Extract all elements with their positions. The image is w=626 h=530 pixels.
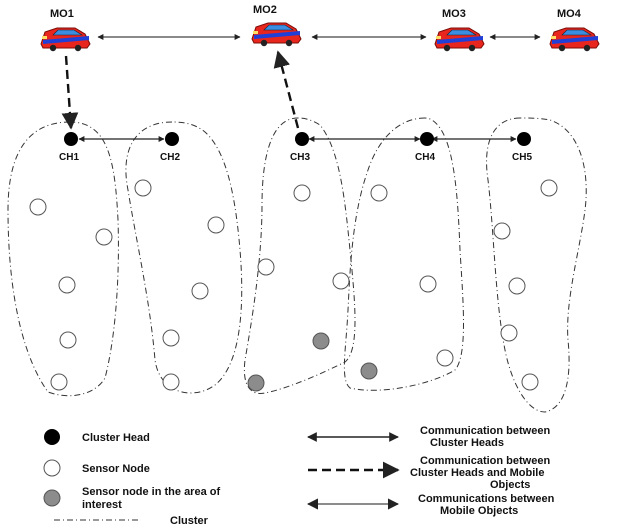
legend-cluster-head-symbol	[44, 429, 60, 445]
mo-label: MO3	[442, 8, 466, 20]
ch-mo-links	[61, 50, 300, 130]
sensor-node	[521, 373, 539, 391]
sensor-node	[493, 222, 511, 240]
sensor-node	[500, 324, 518, 342]
legend-mo-comm-text-2: Mobile Objects	[440, 505, 518, 517]
sensor-node	[257, 258, 275, 276]
ch-label: CH2	[160, 152, 180, 163]
cluster-heads: CH1 CH2 CH3 CH4 CH5	[59, 132, 532, 163]
ch-label: CH1	[59, 152, 79, 163]
legend-mo-comm-text-1: Communications between	[418, 493, 555, 505]
ch-label: CH3	[290, 152, 310, 163]
sensor-node	[191, 282, 209, 300]
legend-sensor-node-text: Sensor Node	[82, 463, 150, 475]
mo1-to-ch1	[61, 55, 79, 130]
sensor-node	[162, 373, 180, 391]
sensor-node	[59, 331, 77, 349]
cluster-head-node	[165, 132, 179, 146]
interest-nodes	[247, 332, 378, 392]
mo-label: MO4	[557, 8, 582, 20]
sensor-node	[50, 373, 68, 391]
legend-ch-comm-text-2: Cluster Heads	[430, 437, 504, 449]
legend-interest-text-2: interest	[82, 499, 122, 511]
ch-label: CH4	[415, 152, 435, 163]
sensor-node	[29, 198, 47, 216]
cluster-1	[7, 121, 119, 397]
interest-sensor-node	[312, 332, 330, 350]
sensor-node	[370, 184, 388, 202]
sensor-node	[419, 275, 437, 293]
vehicle-icon	[549, 27, 600, 52]
legend-interest-text-1: Sensor node in the area of	[82, 486, 220, 498]
legend-ch-mo-text-3: Objects	[490, 479, 530, 491]
mo3	[434, 27, 485, 52]
sensor-node	[293, 184, 311, 202]
vehicle-icon	[434, 27, 485, 52]
sensor-node	[95, 228, 113, 246]
legend-interest-symbol	[43, 489, 61, 507]
mo-label: MO2	[253, 4, 277, 16]
legend-cluster-text: Cluster	[170, 515, 209, 527]
sensor-nodes	[29, 179, 558, 391]
legend-ch-comm-text-1: Communication between	[420, 425, 550, 437]
mo4	[549, 27, 600, 52]
sensor-node	[162, 329, 180, 347]
sensor-node	[207, 216, 225, 234]
interest-sensor-node	[360, 362, 378, 380]
cluster-2	[125, 121, 243, 394]
interest-sensor-node	[247, 374, 265, 392]
sensor-node	[58, 276, 76, 294]
sensor-node	[134, 179, 152, 197]
clusters	[7, 117, 587, 413]
cluster-3	[243, 117, 356, 394]
vehicle-icon	[40, 27, 91, 52]
sensor-node	[540, 179, 558, 197]
cluster-head-node	[295, 132, 309, 146]
sensor-node	[508, 277, 526, 295]
legend-ch-mo-text-1: Communication between	[420, 455, 550, 467]
mo2	[251, 22, 302, 47]
sensor-node	[436, 349, 454, 367]
cluster-5	[486, 117, 587, 413]
ch-label: CH5	[512, 152, 532, 163]
ch3-to-mo2	[273, 50, 300, 129]
sensor-node	[332, 272, 350, 290]
cluster-head-node	[517, 132, 531, 146]
cluster-head-node	[64, 132, 78, 146]
legend-ch-mo-text-2: Cluster Heads and Mobile	[410, 467, 544, 479]
vehicle-icon	[251, 22, 302, 47]
legend-sensor-node-symbol	[43, 459, 61, 477]
mo1	[40, 27, 91, 52]
cluster-4	[343, 117, 464, 391]
legend-cluster-head-text: Cluster Head	[82, 432, 150, 444]
mobile-objects: MO1 MO2 MO3 MO4	[40, 4, 600, 52]
cluster-head-node	[420, 132, 434, 146]
legend: Cluster Head Sensor Node Sensor node in …	[43, 425, 555, 527]
mo-label: MO1	[50, 8, 74, 20]
